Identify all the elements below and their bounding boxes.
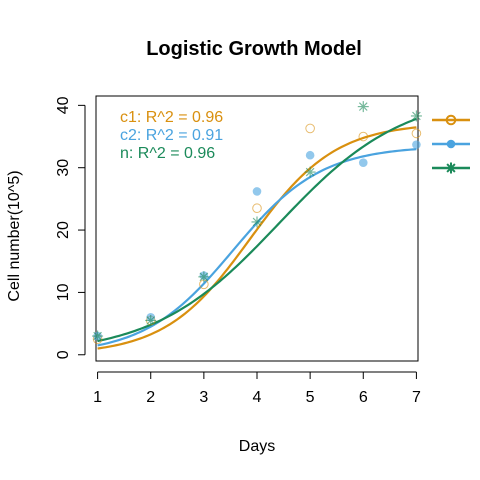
- data-points-layer: [92, 101, 422, 344]
- y-axis-label: Cell number(10^5): [6, 170, 23, 301]
- y-tick-label: 20: [55, 221, 72, 239]
- legend-marker-c1: [445, 114, 457, 126]
- y-tick-label: 0: [55, 350, 72, 359]
- data-point-c2: [252, 187, 262, 196]
- data-point-c1: [305, 123, 315, 134]
- data-point-n: [92, 330, 104, 342]
- chart-title: Logistic Growth Model: [146, 38, 362, 60]
- data-point-n: [357, 101, 369, 113]
- data-point-c1: [252, 203, 262, 214]
- data-point-c1: [358, 131, 369, 142]
- y-tick-label: 40: [55, 96, 72, 114]
- x-tick-label: 1: [93, 389, 102, 406]
- x-tick-label: 7: [412, 389, 421, 406]
- plot-frame: [95, 95, 419, 362]
- x-axis-label: Days: [239, 438, 275, 455]
- data-point-n: [198, 271, 210, 283]
- data-point-c2: [412, 140, 421, 149]
- x-tick-label: 4: [253, 389, 262, 406]
- x-tick-label: 6: [359, 389, 368, 406]
- data-point-n: [304, 166, 316, 178]
- x-tick-label: 5: [306, 389, 315, 406]
- y-tick-label: 30: [55, 159, 72, 177]
- annotation-c1: c1: R^2 = 0.96: [120, 109, 223, 126]
- data-point-c2: [358, 158, 368, 168]
- legend: [432, 114, 470, 174]
- annotation-n: n: R^2 = 0.96: [120, 145, 215, 162]
- data-point-c2: [305, 150, 315, 160]
- y-tick-label: 10: [55, 283, 72, 301]
- legend-marker-n: [445, 162, 457, 174]
- data-point-n: [410, 110, 422, 122]
- data-point-c1: [411, 128, 422, 139]
- fit-curve-c1: [97, 126, 417, 350]
- axes-layer: 1 2 3 4 5 6 7 0 10 20 30 40: [55, 96, 421, 406]
- x-tick-label: 3: [199, 389, 208, 406]
- annotation-c2: c2: R^2 = 0.91: [120, 127, 223, 144]
- data-point-n: [145, 314, 157, 326]
- x-tick-label: 2: [146, 389, 155, 406]
- data-point-n: [251, 216, 263, 228]
- legend-marker-c2: [446, 139, 456, 149]
